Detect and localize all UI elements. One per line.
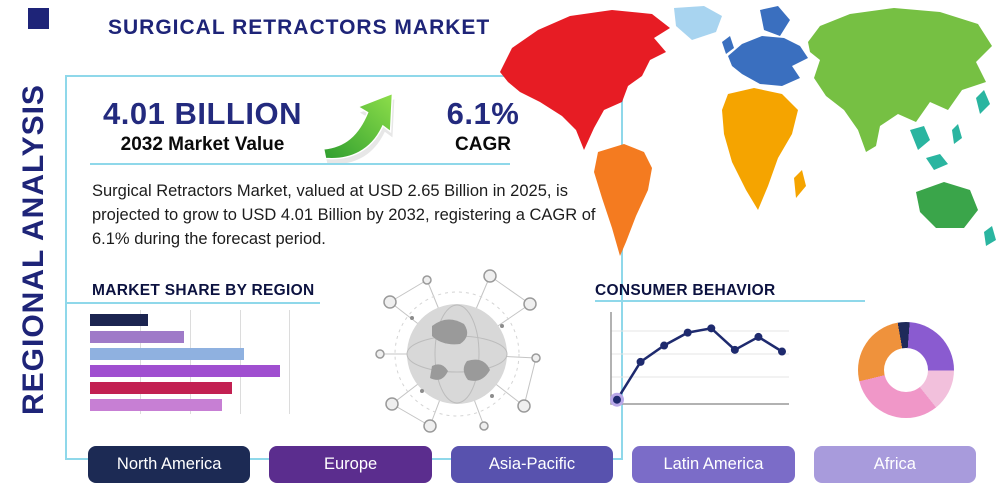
region-europe-uk bbox=[722, 36, 734, 54]
bar-segment bbox=[90, 399, 222, 411]
region-button-latin-america[interactable]: Latin America bbox=[632, 446, 795, 483]
market-value-caption: 2032 Market Value bbox=[120, 134, 285, 155]
region-button-europe[interactable]: Europe bbox=[269, 446, 432, 483]
region-japan bbox=[976, 90, 990, 114]
region-button-asia-pacific[interactable]: Asia-Pacific bbox=[450, 446, 614, 483]
line-chart bbox=[597, 306, 793, 418]
cagr-block: 6.1% CAGR bbox=[428, 96, 538, 156]
region-madagascar bbox=[794, 170, 806, 198]
region-new-zealand bbox=[984, 226, 996, 246]
line-chart-svg bbox=[610, 312, 789, 407]
bar-gridline bbox=[289, 310, 290, 414]
bar-segment bbox=[90, 365, 280, 377]
market-value-block: 4.01 BILLION 2032 Market Value bbox=[95, 96, 310, 156]
donut-chart bbox=[858, 322, 954, 418]
bar-chart bbox=[90, 310, 290, 414]
bar-segment bbox=[90, 314, 148, 326]
region-button-africa[interactable]: Africa bbox=[813, 446, 977, 483]
growth-arrow-icon bbox=[316, 82, 402, 168]
bar-segment bbox=[90, 348, 244, 360]
market-share-heading: MARKET SHARE BY REGION bbox=[92, 282, 315, 299]
market-share-underline bbox=[66, 302, 320, 304]
side-vertical-label: REGIONAL ANALYSIS bbox=[17, 84, 50, 415]
stats-underline bbox=[90, 163, 510, 165]
bar-segment bbox=[90, 331, 184, 343]
market-value: 4.01 BILLION bbox=[103, 96, 302, 131]
region-europe-scandinavia bbox=[760, 6, 790, 36]
region-buttons: North America Europe Asia-Pacific Latin Ame… bbox=[88, 446, 977, 483]
region-asia bbox=[808, 8, 992, 152]
world-map-svg bbox=[500, 6, 996, 256]
page-title: SURGICAL RETRACTORS MARKET bbox=[108, 16, 491, 39]
brand-corner-square bbox=[28, 8, 49, 29]
region-indonesia bbox=[926, 154, 948, 170]
bar-gridline bbox=[190, 310, 191, 414]
region-africa bbox=[722, 88, 798, 210]
bar-gridline bbox=[240, 310, 241, 414]
market-description: Surgical Retractors Market, valued at US… bbox=[92, 182, 596, 248]
region-australia bbox=[916, 182, 978, 228]
region-north-america bbox=[500, 10, 670, 150]
region-philippines bbox=[952, 124, 962, 144]
globe-network-graphic bbox=[372, 266, 542, 436]
cagr-value: 6.1% bbox=[446, 96, 520, 131]
line-chart-points bbox=[610, 324, 786, 407]
bar-gridline bbox=[140, 310, 141, 414]
region-button-north-america[interactable]: North America bbox=[88, 446, 251, 483]
cagr-caption: CAGR bbox=[455, 134, 511, 155]
region-south-america bbox=[594, 144, 652, 256]
consumer-behavior-underline bbox=[595, 300, 865, 302]
world-map bbox=[478, 2, 1000, 262]
region-greenland bbox=[674, 6, 722, 40]
region-southeast-asia bbox=[910, 126, 930, 150]
donut-hole bbox=[884, 348, 928, 392]
bar-segment bbox=[90, 382, 232, 394]
region-europe bbox=[728, 36, 808, 86]
consumer-behavior-heading: CONSUMER BEHAVIOR bbox=[595, 282, 776, 299]
